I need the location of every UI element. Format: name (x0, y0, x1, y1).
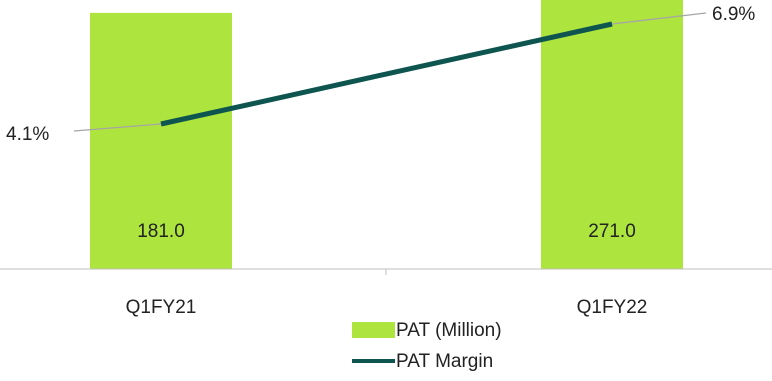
bars-layer (90, 0, 683, 269)
labels-layer: 181.0 271.0 Q1FY21 Q1FY22 4.1% 6.9% (6, 4, 755, 318)
x-tick-label: Q1FY22 (577, 297, 648, 318)
margin-leader-line (73, 123, 162, 132)
bar-value-label: 181.0 (137, 221, 185, 242)
margin-leader-line (611, 12, 707, 25)
legend-label-pat: PAT (Million) (396, 320, 502, 341)
legend: PAT (Million) PAT Margin (352, 320, 502, 372)
bar-value-label: 271.0 (588, 221, 636, 242)
x-axis (0, 268, 772, 275)
margin-value-label: 6.9% (712, 4, 755, 25)
bar-q1fy22 (541, 0, 683, 269)
legend-swatch-pat (352, 322, 395, 338)
margin-line (160, 21, 613, 127)
x-tick-label: Q1FY21 (126, 297, 197, 318)
line-layer (73, 12, 707, 132)
bar-q1fy21 (90, 12, 232, 269)
margin-value-label: 4.1% (6, 124, 49, 145)
legend-label-margin: PAT Margin (396, 351, 493, 372)
